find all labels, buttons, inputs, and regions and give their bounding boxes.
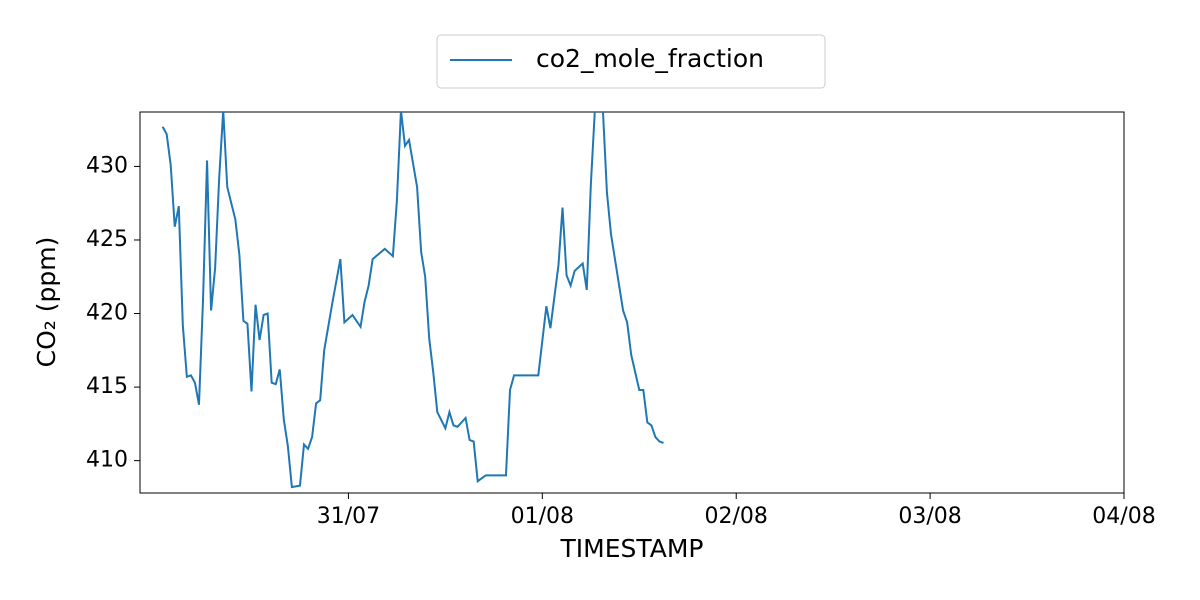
plot-frame — [139, 111, 1125, 494]
y-axis-label: CO₂ (ppm) — [32, 237, 61, 368]
x-tick-label: 02/08 — [705, 504, 768, 529]
legend-label: co2_mole_fraction — [536, 44, 764, 73]
legend-box — [436, 34, 826, 89]
x-tick-label: 01/08 — [511, 504, 574, 529]
y-tick-label: 410 — [86, 448, 128, 473]
y-tick-label: 420 — [86, 301, 128, 326]
x-tick-label: 31/07 — [317, 504, 380, 529]
y-tick-label: 425 — [86, 227, 128, 252]
x-tick-label: 03/08 — [898, 504, 961, 529]
y-tick-label: 430 — [86, 153, 128, 178]
y-tick-label: 415 — [86, 374, 128, 399]
x-tick-label: 04/08 — [1092, 504, 1155, 529]
legend: co2_mole_fraction — [436, 34, 826, 89]
data-line — [161, 112, 664, 489]
x-axis-label: TIMESTAMP — [560, 534, 704, 563]
